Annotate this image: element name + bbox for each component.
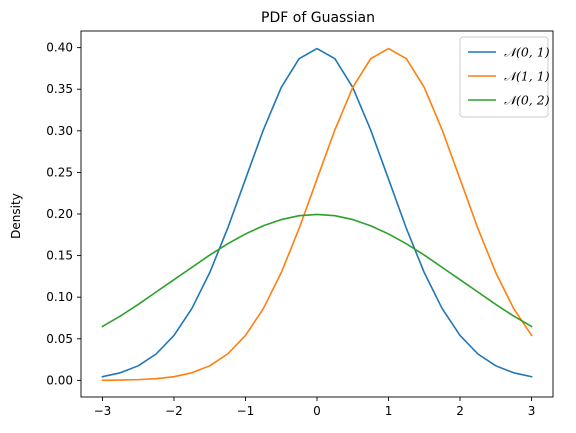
- chart-title: PDF of Guassian: [261, 10, 375, 26]
- x-tick-label: 2: [456, 404, 464, 418]
- y-tick-label: 0.30: [46, 124, 73, 138]
- x-tick-label: −2: [165, 404, 183, 418]
- series-lines: [101, 47, 533, 382]
- legend: 𝒩(0, 1) 𝒩(1, 1) 𝒩(0, 2): [459, 36, 550, 118]
- series-line-1: [101, 47, 533, 382]
- axes-frame: [80, 30, 554, 398]
- y-tick-label: 0.40: [46, 41, 73, 55]
- legend-entry-0: 𝒩(0, 1): [504, 45, 550, 60]
- y-tick-label: 0.25: [46, 165, 73, 179]
- x-tick-label: −1: [237, 404, 255, 418]
- y-tick-label: 0.35: [46, 82, 73, 96]
- axes-border: [80, 30, 554, 398]
- legend-entry-2: 𝒩(0, 2): [504, 93, 550, 108]
- legend-box: [459, 36, 549, 118]
- series-line-2: [101, 213, 533, 328]
- y-tick-label: 0.20: [46, 207, 73, 221]
- x-tick-label: 1: [385, 404, 393, 418]
- y-axis-label: Density: [9, 193, 23, 239]
- y-tick-label: 0.10: [46, 290, 73, 304]
- y-tick-label: 0.00: [46, 373, 73, 387]
- x-axis: −3 −2 −1 0 1 2 3: [94, 397, 536, 418]
- y-tick-label: 0.15: [46, 249, 73, 263]
- x-tick-label: 3: [528, 404, 536, 418]
- series-line-0: [101, 47, 533, 378]
- legend-entry-1: 𝒩(1, 1): [504, 69, 550, 84]
- x-tick-label: 0: [313, 404, 321, 418]
- x-tick-label: −3: [94, 404, 112, 418]
- y-axis: 0.00 0.05 0.10 0.15 0.20 0.25 0.30 0.35 0.40: [46, 41, 81, 387]
- y-tick-label: 0.05: [46, 332, 73, 346]
